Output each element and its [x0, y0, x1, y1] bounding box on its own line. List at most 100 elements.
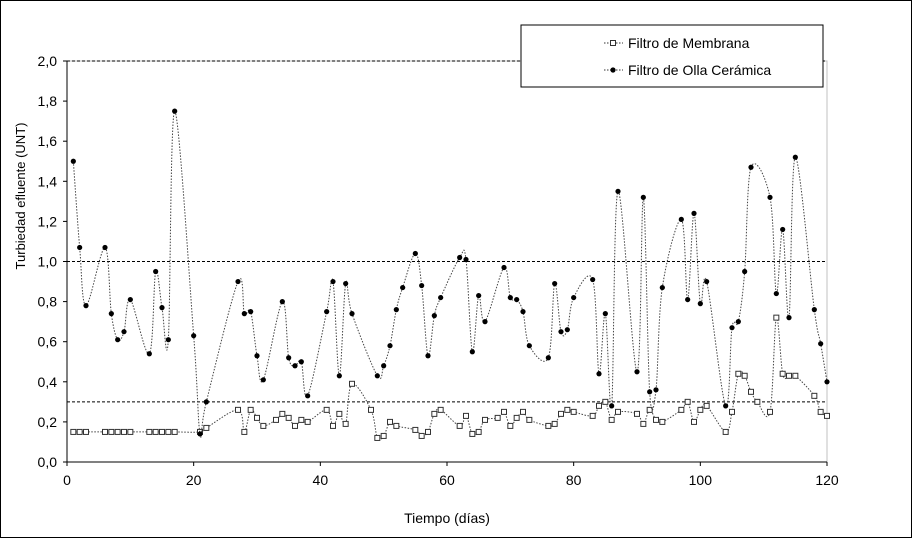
data-point	[571, 294, 577, 301]
data-point	[146, 428, 153, 435]
data-point	[108, 428, 115, 435]
data-point	[102, 428, 108, 435]
data-point	[285, 414, 292, 421]
data-point	[76, 428, 83, 435]
data-point	[260, 377, 266, 383]
data-point	[412, 250, 418, 257]
data-point	[704, 278, 710, 285]
legend-marker-membrana	[610, 40, 616, 46]
data-point	[647, 389, 653, 395]
data-point	[304, 418, 311, 425]
data-point	[456, 422, 463, 429]
data-point	[552, 280, 558, 287]
data-point	[153, 268, 159, 275]
data-point	[608, 416, 615, 423]
data-point	[615, 188, 621, 194]
data-point	[703, 402, 710, 409]
data-point	[241, 428, 248, 435]
data-point	[469, 430, 476, 437]
data-point	[735, 319, 741, 325]
reference-lines	[67, 60, 827, 403]
data-point	[722, 428, 729, 435]
data-point	[374, 373, 380, 379]
data-point	[419, 282, 425, 289]
y-tick-label: 2,0	[38, 53, 58, 69]
data-point	[247, 406, 254, 413]
data-point	[292, 363, 298, 369]
data-point	[343, 280, 349, 287]
legend-label-ceramica: Filtro de Olla Cerámica	[628, 62, 771, 78]
data-point	[545, 422, 552, 429]
data-point	[596, 402, 602, 409]
data-point	[159, 428, 165, 435]
data-point	[678, 216, 684, 222]
data-point	[551, 420, 558, 427]
data-point	[741, 372, 748, 379]
y-tick-label: 0,0	[38, 454, 58, 470]
data-point	[235, 278, 241, 285]
data-point	[615, 408, 621, 415]
data-point	[476, 292, 482, 299]
data-point	[241, 311, 247, 317]
data-point	[463, 256, 469, 263]
data-point	[431, 313, 437, 319]
data-point	[254, 353, 260, 359]
data-point	[463, 412, 469, 419]
data-point	[545, 355, 551, 361]
data-point	[203, 399, 209, 405]
data-point	[102, 244, 108, 251]
y-tick-label: 0,6	[38, 334, 58, 350]
data-point	[121, 428, 127, 435]
data-point	[330, 422, 336, 429]
data-point	[520, 408, 526, 415]
data-point	[349, 311, 355, 317]
data-point	[494, 414, 501, 421]
data-point	[70, 158, 76, 164]
data-point	[418, 432, 425, 439]
data-point	[171, 428, 178, 435]
data-point	[697, 406, 704, 413]
data-point	[640, 194, 646, 200]
data-point	[121, 329, 127, 335]
data-point	[298, 416, 305, 423]
data-point	[172, 108, 178, 114]
data-point	[286, 355, 292, 361]
data-point	[558, 329, 564, 335]
legend-marker-ceramica	[610, 67, 616, 73]
data-point	[773, 290, 779, 297]
data-point	[152, 428, 159, 435]
data-point	[640, 420, 647, 427]
y-tick-label: 0,2	[38, 414, 58, 430]
axes: 0,0 0,2 0,4 0,6 0,8 1,0 1,2 1,4 1,6 1,8 2,0 0 20 40 60…	[38, 53, 839, 488]
data-point	[773, 314, 780, 321]
legend-box	[520, 24, 824, 88]
data-point	[507, 294, 513, 301]
data-point	[564, 327, 570, 333]
y-tick-label: 0,8	[38, 294, 58, 310]
data-point	[653, 387, 659, 393]
data-point	[685, 296, 691, 303]
data-point	[425, 428, 431, 435]
legend-label-membrana: Filtro de Membrana	[628, 35, 750, 51]
data-point	[336, 373, 342, 379]
x-axis-label: Tiempo (días)	[404, 510, 490, 526]
data-point	[526, 343, 532, 349]
data-point	[513, 414, 520, 421]
data-point	[349, 380, 355, 387]
x-tick-label: 40	[313, 472, 329, 488]
data-point	[393, 307, 399, 313]
data-point	[342, 420, 349, 427]
x-tick-label: 80	[566, 472, 582, 488]
data-point	[589, 412, 596, 419]
data-point	[691, 210, 697, 216]
data-point	[596, 371, 602, 377]
data-point	[507, 422, 514, 429]
data-point	[602, 398, 609, 405]
data-point	[634, 410, 640, 417]
data-point	[368, 406, 374, 413]
data-point	[811, 392, 818, 399]
series-membrana	[70, 314, 830, 441]
data-point	[817, 408, 824, 415]
data-point	[330, 278, 336, 285]
